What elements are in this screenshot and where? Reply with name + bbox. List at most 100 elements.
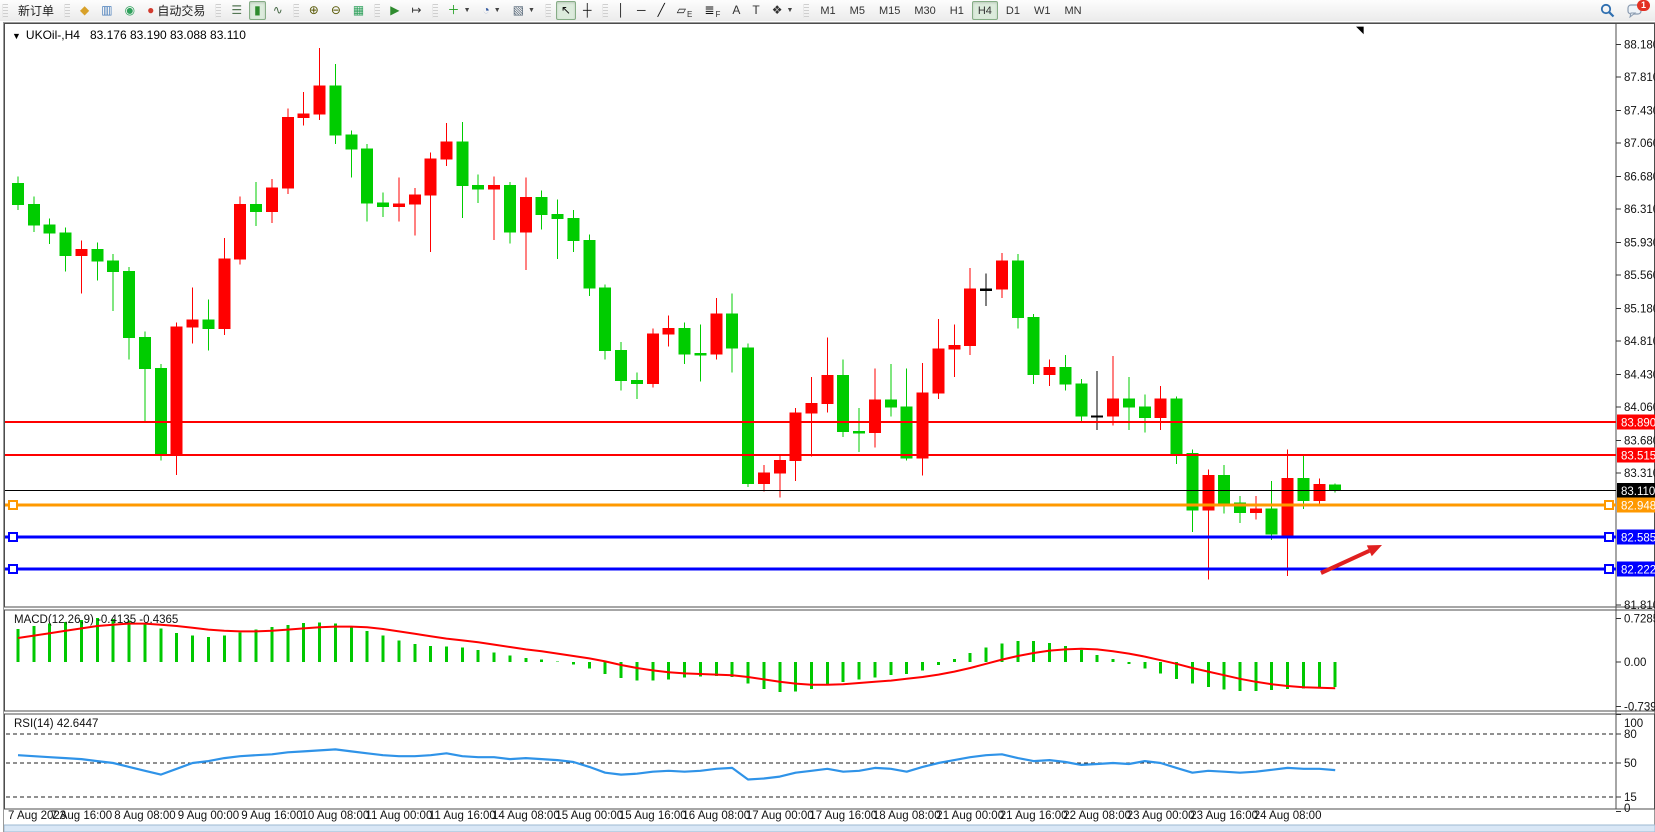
price-tick-label: 85.560 xyxy=(1624,270,1655,282)
text-button[interactable]: A xyxy=(727,1,745,20)
price-tick-label: 85.930 xyxy=(1624,237,1655,249)
date-label: 24 Aug 08:00 xyxy=(1254,810,1322,822)
timeframe-button-m30[interactable]: M30 xyxy=(914,4,936,17)
price-badge xyxy=(1617,497,1655,513)
sub-letter: E xyxy=(687,10,693,19)
chart-title: ▼ UKOil-,H4 83.176 83.190 83.088 83.110 xyxy=(12,28,246,42)
date-label: 15 Aug 00:00 xyxy=(555,810,623,822)
cursor-button[interactable]: ↖ xyxy=(555,1,577,20)
indicators-button[interactable]: ＋ ▼ xyxy=(443,1,476,20)
timeframe-button-mn[interactable]: MN xyxy=(1064,4,1082,17)
candle-body xyxy=(1075,383,1088,417)
dropdown-arrow-icon[interactable]: ▼ xyxy=(528,7,535,14)
hline-handle[interactable] xyxy=(1604,499,1614,510)
date-label: 15 Aug 16:00 xyxy=(619,810,687,822)
candle-body xyxy=(678,328,691,355)
auto-scroll-button[interactable]: ▶ xyxy=(385,1,404,20)
timeframe-button-m15[interactable]: M15 xyxy=(878,4,901,17)
trend-arrow-head[interactable] xyxy=(1366,545,1382,557)
candle-body xyxy=(742,347,755,485)
crosshair-button[interactable]: ┼ xyxy=(578,1,597,20)
hline-handle[interactable] xyxy=(1604,531,1614,542)
periods-button[interactable]: ◔ ▼ xyxy=(478,1,506,20)
tile-windows-button[interactable]: ▦ xyxy=(348,1,369,20)
hline-handle[interactable] xyxy=(8,531,18,542)
dropdown-arrow-icon[interactable]: ▼ xyxy=(463,7,471,14)
price-badge-label: 82.585 xyxy=(1621,532,1655,544)
timeframe-button-m1[interactable]: M1 xyxy=(820,4,836,17)
trend-arrow-line[interactable] xyxy=(1320,549,1371,575)
candle-body xyxy=(583,240,596,289)
text-label-icon: T xyxy=(752,3,760,17)
candle-body xyxy=(615,350,628,382)
candle-body xyxy=(519,197,532,233)
search-button[interactable] xyxy=(1595,1,1620,20)
candle-body xyxy=(853,431,866,434)
rsi-tick-label: 15 xyxy=(1624,792,1637,804)
channel-button[interactable]: ▱ E xyxy=(672,1,698,20)
dropdown-arrow-icon[interactable]: ▼ xyxy=(786,7,794,14)
candle-body xyxy=(662,328,675,335)
vertical-line-button[interactable]: │ xyxy=(613,1,631,20)
timeframe-button-d1[interactable]: D1 xyxy=(1005,4,1020,17)
periods-icon: ◔ xyxy=(482,3,490,17)
fibonacci-button[interactable]: ≣ F xyxy=(699,1,725,20)
chart-window: ▼ UKOil-,H4 83.176 83.190 83.088 83.110 ◥ … xyxy=(0,21,1655,832)
candle-body xyxy=(995,260,1008,290)
market-watch-icon: ◆ xyxy=(80,3,90,17)
navigator-icon: ◉ xyxy=(124,3,136,17)
vertical-line-icon: │ xyxy=(617,3,626,17)
candle-body xyxy=(297,113,310,119)
notifications-button[interactable]: 1 xyxy=(1622,0,1650,20)
search-icon xyxy=(1600,3,1615,18)
candle-body xyxy=(488,184,501,190)
price-tick-label: 83.310 xyxy=(1624,468,1655,480)
chart-corner-marker-icon[interactable]: ◥ xyxy=(1356,25,1364,36)
price-tick-label: 84.810 xyxy=(1624,336,1655,348)
candle-body xyxy=(345,134,358,150)
templates-button[interactable]: ▧ ▼ xyxy=(508,1,540,20)
date-label: 7 Aug 2023 xyxy=(8,810,66,822)
price-tick-label: 87.430 xyxy=(1624,105,1655,117)
trendline-button[interactable]: ╱ xyxy=(653,1,670,20)
chart-shift-button[interactable]: ↦ xyxy=(406,1,426,20)
date-label: 7 Aug 16:00 xyxy=(51,810,112,822)
candle-body xyxy=(361,148,374,204)
candle-body xyxy=(1091,415,1104,418)
hline-handle[interactable] xyxy=(1604,563,1614,574)
data-window-button[interactable]: ▥ xyxy=(96,1,117,20)
market-watch-button[interactable]: ◆ xyxy=(75,1,94,20)
candle-body xyxy=(1122,398,1135,408)
macd-tick-label: -0.7397 xyxy=(1624,701,1655,713)
hline-handle[interactable] xyxy=(8,563,18,574)
line-chart-button[interactable]: ∿ xyxy=(268,1,288,20)
horizontal-line-button[interactable]: ─ xyxy=(632,1,651,20)
timeframe-button-w1[interactable]: W1 xyxy=(1033,4,1051,17)
chart-collapse-icon[interactable]: ▼ xyxy=(12,31,21,41)
hline-handle[interactable] xyxy=(8,499,18,510)
bar-chart-icon: ☰ xyxy=(231,3,243,17)
price-tick-label: 83.680 xyxy=(1624,435,1655,447)
dropdown-arrow-icon[interactable]: ▼ xyxy=(493,7,501,14)
timeframe-button-h1[interactable]: H1 xyxy=(949,4,964,17)
timeframe-button-m5[interactable]: M5 xyxy=(849,4,865,17)
arrows-button[interactable]: ❖ ▼ xyxy=(767,1,799,20)
bar-chart-button[interactable]: ☰ xyxy=(226,1,247,20)
candle-body xyxy=(980,288,993,292)
zoom-out-button[interactable]: ⊖ xyxy=(326,1,346,20)
templates-icon: ▧ xyxy=(512,3,525,17)
candle-body xyxy=(202,319,215,330)
navigator-button[interactable]: ◉ xyxy=(120,1,140,20)
zoom-in-button[interactable]: ⊕ xyxy=(304,1,324,20)
price-tick-label: 88.180 xyxy=(1624,39,1655,51)
new-order-button[interactable]: 新订单 xyxy=(13,1,59,20)
macd-tick-label: 0.00 xyxy=(1624,657,1646,669)
new-order-button-label: 新订单 xyxy=(18,4,55,18)
candle-body xyxy=(1059,366,1072,385)
timeframe-button-h4[interactable]: H4 xyxy=(971,1,998,20)
text-label-button[interactable]: T xyxy=(747,1,764,20)
rsi-panel-border xyxy=(4,713,1655,810)
autotrading-button[interactable]: ● 自动交易 xyxy=(142,1,210,20)
candle-body xyxy=(1138,406,1151,419)
candlestick-chart-button[interactable]: ▮ xyxy=(249,1,266,20)
